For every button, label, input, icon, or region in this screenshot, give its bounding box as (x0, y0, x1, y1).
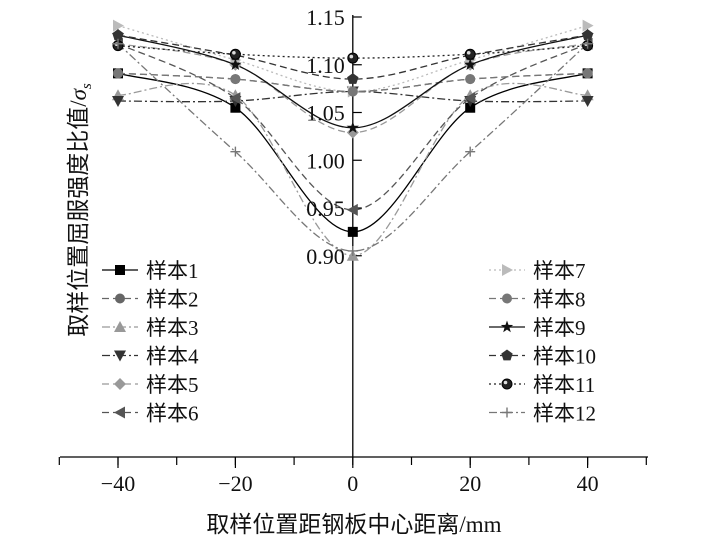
legend-swatch-marker (114, 321, 126, 332)
legend-item-5: 样本5 (102, 373, 199, 397)
legend-swatch-marker (115, 293, 125, 304)
legend-label: 样本10 (533, 345, 596, 369)
legend-label: 样本5 (146, 373, 199, 397)
series-12-point-3 (347, 245, 358, 256)
series-8-point-4 (465, 74, 476, 85)
legend-swatch-marker (115, 265, 125, 275)
legend-item-9: 样本9 (489, 316, 586, 340)
y-tick-label: 1.10 (306, 53, 345, 78)
legend-swatch-marker (502, 264, 513, 276)
series-6-point-2 (229, 92, 241, 105)
x-axis-title: 取样位置距钢板中心距离/mm (206, 512, 501, 537)
series-7-point-5 (582, 19, 594, 32)
legend-item-7: 样本7 (489, 259, 586, 283)
legend-label: 样本7 (533, 259, 586, 283)
x-tick-label: −40 (101, 471, 135, 496)
series-6-point-4 (464, 92, 476, 105)
series-1-point-2 (230, 102, 241, 113)
series-12-point-4 (465, 146, 476, 157)
legend-swatch-marker (502, 293, 512, 304)
series-4-point-1 (112, 96, 124, 108)
legend-label: 样本4 (146, 345, 199, 369)
y-axis-title: 取样位置屈服强度比值/σs (66, 83, 95, 337)
y-tick-label: 0.90 (306, 244, 345, 269)
legend-item-2: 样本2 (102, 288, 199, 312)
series-10-point-3 (347, 73, 359, 84)
legend-swatch-marker (502, 407, 512, 418)
series-7-point-1 (113, 19, 124, 32)
series-10-point-5 (581, 29, 594, 40)
x-tick-label: 40 (577, 471, 599, 496)
series-12-point-2 (230, 146, 241, 157)
legend-swatch-marker (114, 350, 126, 362)
legend-item-4: 样本4 (102, 345, 199, 369)
series-11-point-4 (464, 48, 476, 60)
series-8-point-1 (113, 68, 123, 79)
series-11-point-2 (229, 48, 241, 60)
series-line-10 (117, 34, 588, 80)
legend-swatch-marker (501, 378, 513, 390)
series-5-point-3 (346, 126, 359, 139)
legend-label: 样本8 (533, 288, 586, 312)
series-8-point-2 (230, 74, 241, 85)
legend-label: 样本3 (146, 316, 199, 340)
legend-label: 样本6 (146, 402, 199, 426)
series-1-point-3 (347, 226, 358, 237)
legend-item-10: 样本10 (489, 345, 596, 369)
legend-item-12: 样本12 (489, 402, 596, 426)
y-tick-label: 1.05 (306, 101, 345, 126)
series-markers (111, 19, 594, 261)
x-tick-label: 0 (347, 471, 358, 496)
y-tick-label: 0.95 (306, 196, 345, 221)
series-8-point-3 (347, 86, 358, 97)
legend-swatch-marker (501, 349, 513, 361)
legend-label: 样本12 (533, 402, 596, 426)
series-1-point-4 (465, 102, 476, 113)
series-10-point-1 (112, 29, 124, 40)
series-12-point-5 (582, 38, 593, 49)
series-4-point-5 (581, 96, 594, 108)
legend-swatch-marker (114, 378, 126, 390)
series-line-6 (117, 43, 588, 211)
legend-item-1: 样本1 (102, 259, 199, 283)
axis-titles: 取样位置距钢板中心距离/mm 取样位置屈服强度比值/σs (66, 83, 502, 537)
legend-item-6: 样本6 (102, 402, 199, 426)
legend-label: 样本11 (533, 373, 595, 397)
legend-swatch-marker (114, 406, 125, 419)
x-tick-label: −20 (218, 471, 252, 496)
y-tick-label: 1.15 (306, 5, 345, 30)
series-12-point-1 (113, 38, 123, 49)
legend-label: 样本2 (146, 288, 199, 312)
legend-label: 样本9 (533, 316, 586, 340)
series-11-point-3 (347, 52, 359, 64)
legend-item-11: 样本11 (489, 373, 595, 397)
legend-label: 样本1 (146, 259, 199, 283)
legend-item-3: 样本3 (102, 316, 199, 340)
series-8-point-5 (582, 68, 593, 79)
series-6-point-3 (346, 203, 358, 216)
series-9-point-4 (464, 58, 477, 70)
series-9-point-2 (229, 58, 242, 70)
legend-item-8: 样本8 (489, 288, 586, 312)
x-tick-label: 20 (459, 471, 481, 496)
legend-swatch-marker (500, 320, 514, 333)
y-tick-label: 1.00 (306, 148, 345, 173)
legend: 样本1 样本2 样本3 样本4 样本5 样本6 样本7 样本8 样本9 样本10 样本11 样本12 (102, 259, 596, 426)
series-9-point-3 (346, 121, 359, 133)
